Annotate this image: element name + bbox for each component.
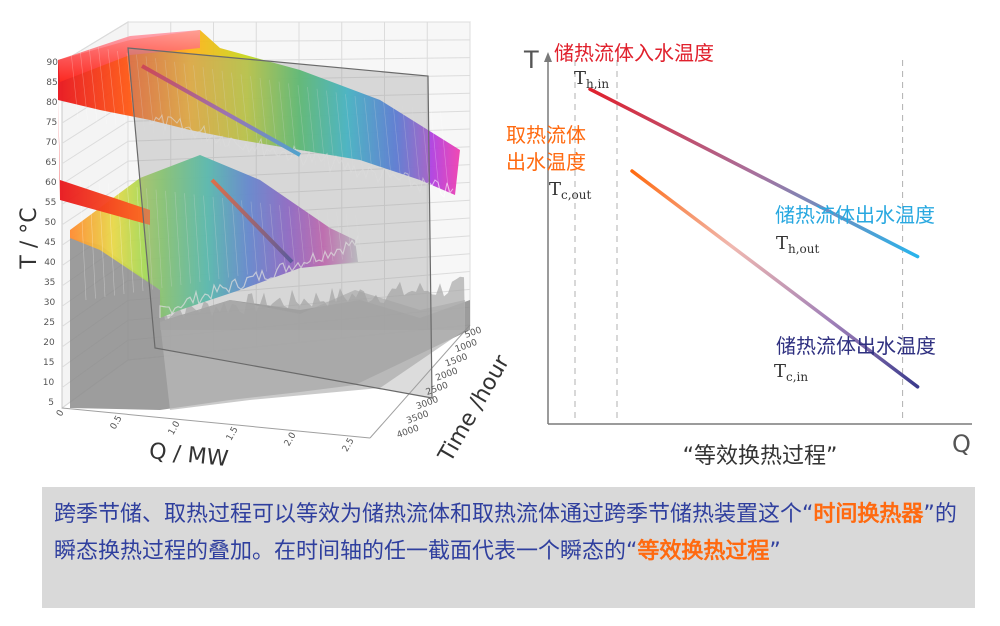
x-tick-label: 1.5 xyxy=(225,425,241,442)
caption-text-1: 跨季节储、取热过程可以等效为储热流体和取热流体通过跨季节储热装置这个“ xyxy=(54,502,814,527)
guide-lines xyxy=(574,60,904,422)
process-label: “等效换热过程” xyxy=(683,444,838,469)
sym-h-in: Th,in xyxy=(574,68,609,91)
cold-fluid-line xyxy=(630,169,920,389)
caption-text-3: ” xyxy=(769,539,781,564)
z-tick-label: 2000 xyxy=(434,366,459,383)
caption-text-2: ”的瞬态换热过程的叠加。在时间轴的任一截面代表一个瞬态的“ xyxy=(54,502,957,564)
sym-c-out: Tc,out xyxy=(549,179,592,202)
caption-box: 跨季节储、取热过程可以等效为储热流体和取热流体通过跨季节储热装置这个“时间换热器… xyxy=(42,487,975,608)
caption-highlight-equivalent-process: 等效换热过程 xyxy=(637,539,770,564)
x-tick-label: 1.0 xyxy=(167,419,183,437)
y-tick-label: 65 xyxy=(45,158,56,168)
t-axis-arrow xyxy=(544,52,552,62)
y-tick-label: 35 xyxy=(44,278,55,288)
time-section-plane xyxy=(127,47,433,399)
z-tick-label: 3000 xyxy=(415,395,440,412)
equivalent-process-chart: T Q 储热流体入水温度 Th,in 取热流体 出水温度 Tc,out 储热流体… xyxy=(506,41,972,469)
sym-h-out: Th,out xyxy=(776,233,820,256)
label-h-in: 储热流体入水温度 xyxy=(554,41,714,65)
y-tick-label: 10 xyxy=(43,378,55,388)
label-h-out: 储热流体出水温度 xyxy=(775,203,935,227)
y-tick-label: 15 xyxy=(43,358,54,368)
y-tick-label: 90 xyxy=(47,58,59,68)
surface-shadow xyxy=(70,238,470,410)
z-tick-label: 1000 xyxy=(454,338,479,355)
y-tick-label: 55 xyxy=(45,198,56,208)
x-tick-label: 0 xyxy=(55,408,67,418)
y-tick-label: 25 xyxy=(43,318,54,328)
y-tick-label: 60 xyxy=(45,178,57,188)
y-tick-label: 75 xyxy=(46,118,57,128)
x-axis-label: Q / MW xyxy=(148,439,230,472)
z-tick-label: 1500 xyxy=(444,352,469,369)
x-tick-label: 2.5 xyxy=(341,437,357,454)
y-tick-label: 20 xyxy=(43,338,55,348)
cold-fluid-surface xyxy=(70,155,362,318)
z-axis-line xyxy=(369,324,471,439)
cut-line-cold xyxy=(210,178,294,264)
q-axis-label: Q xyxy=(952,430,971,458)
label-c-out-1: 取热流体 xyxy=(506,123,586,147)
caption-highlight-time-exchanger: 时间换热器 xyxy=(813,502,924,527)
x-axis-line xyxy=(61,407,371,439)
x-tick-label: 2.0 xyxy=(283,431,299,449)
y-tick-label: 45 xyxy=(44,238,55,248)
z-tick-label: 4000 xyxy=(396,423,421,440)
z-axis-label: Time /hour xyxy=(433,350,515,467)
surface-chart-3d: 5 10 15 20 25 30 35 40 45 50 55 60 65 70 75 80 85 90 0 0.5… xyxy=(17,21,515,472)
sym-c-in: Tc,in xyxy=(774,361,808,384)
y-tick-label: 40 xyxy=(44,258,56,268)
y-tick-label: 70 xyxy=(46,138,58,148)
hot-fluid-surface xyxy=(58,30,460,225)
z-tick-label: 3500 xyxy=(405,409,430,426)
y-axis-label: T / °C xyxy=(17,207,42,269)
y-tick-label: 30 xyxy=(44,298,56,308)
hot-fluid-line xyxy=(588,87,920,259)
y-tick-label: 85 xyxy=(46,78,57,88)
label-c-out-2: 出水温度 xyxy=(506,150,586,174)
y-tick-label: 50 xyxy=(45,218,57,228)
x-tick-label: 0.5 xyxy=(109,414,125,431)
label-c-in: 储热流体出水温度 xyxy=(776,334,936,358)
y-tick-label: 5 xyxy=(48,398,54,408)
t-axis-label: T xyxy=(523,46,539,74)
cut-line-hot xyxy=(141,64,301,157)
y-tick-label: 80 xyxy=(46,98,58,108)
y-tick-labels: 5 10 15 20 25 30 35 40 45 50 55 60 65 70 75 80 85 90 xyxy=(43,58,58,408)
